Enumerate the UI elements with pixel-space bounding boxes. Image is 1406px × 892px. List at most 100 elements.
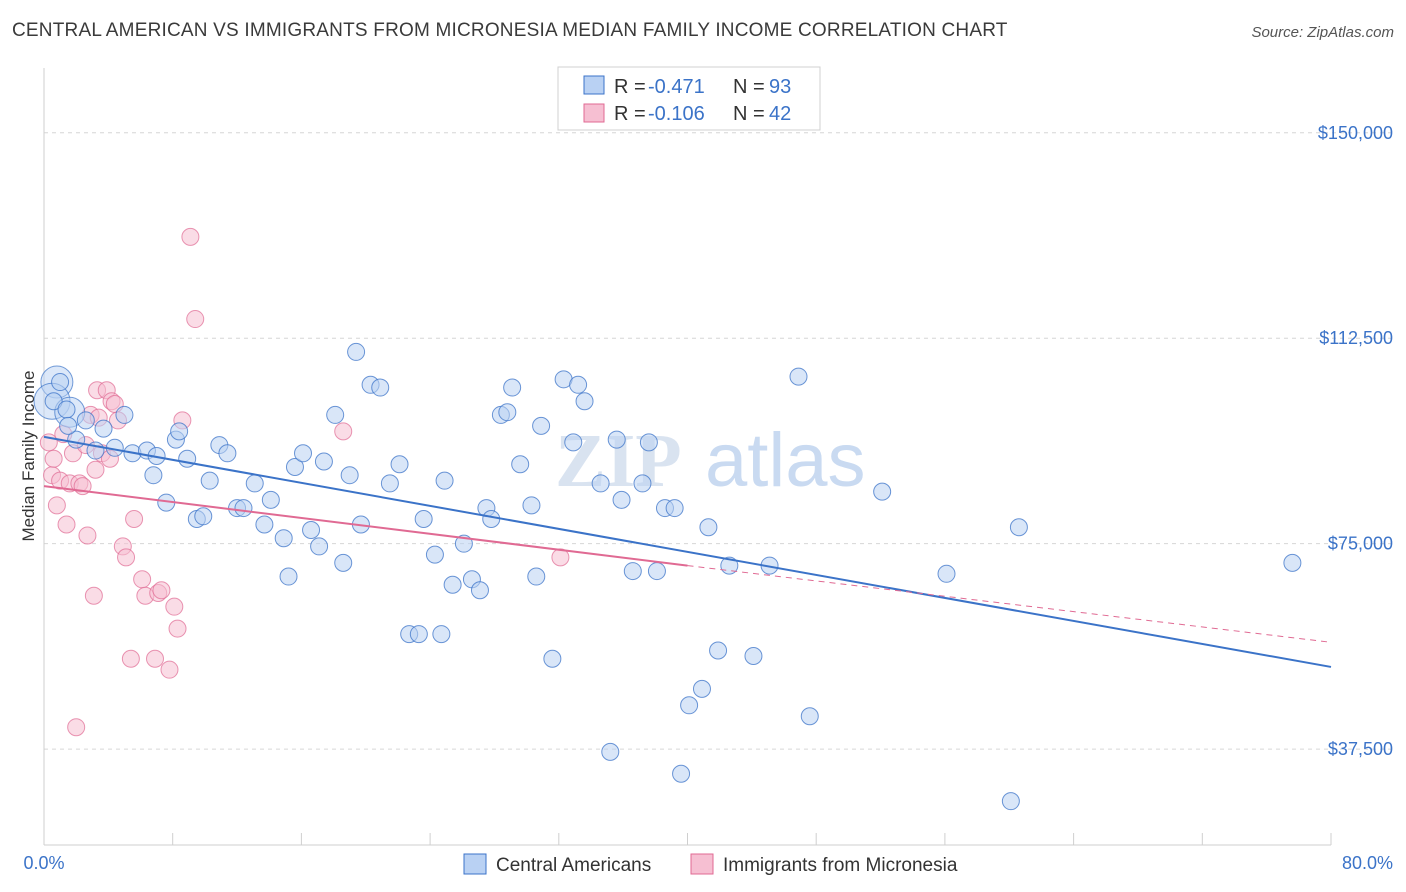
pink-point-13 xyxy=(78,526,97,545)
blue-point-42 xyxy=(390,455,409,474)
x-tick-label-max: 80.0% xyxy=(1342,853,1393,873)
blue-point-27 xyxy=(274,529,293,548)
legend-n-value-1: 93 xyxy=(769,76,791,98)
blue-point-90 xyxy=(1009,518,1028,537)
series-pink-points xyxy=(39,227,570,737)
blue-point-30 xyxy=(294,444,313,463)
gridlines xyxy=(44,132,1393,750)
pink-point-39 xyxy=(186,310,205,329)
blue-point-1 xyxy=(51,373,70,392)
blue-point-26 xyxy=(261,490,280,509)
pink-point-31 xyxy=(146,649,165,668)
blue-point-57 xyxy=(503,378,522,397)
pink-point-2 xyxy=(44,449,63,468)
source-label: Source: ZipAtlas.com xyxy=(1251,24,1394,41)
legend-swatch-micronesia xyxy=(690,853,714,875)
blue-point-77 xyxy=(672,764,691,783)
trend-line-pink-extension xyxy=(687,565,1332,643)
blue-point-78 xyxy=(680,696,699,715)
legend-n-value-2: 42 xyxy=(769,103,791,125)
blue-point-79 xyxy=(692,679,711,698)
blue-point-34 xyxy=(326,405,345,424)
blue-point-4 xyxy=(76,411,95,430)
series-legend: Central Americans Immigrants from Micron… xyxy=(463,853,958,876)
blue-point-56 xyxy=(498,403,517,422)
blue-point-47 xyxy=(432,625,451,644)
y-tick-label-3: $37,500 xyxy=(1328,739,1393,759)
legend-r-label-1: R = xyxy=(614,76,646,98)
blue-point-67 xyxy=(591,474,610,493)
blue-point-41 xyxy=(380,474,399,493)
pink-point-9 xyxy=(67,718,86,737)
pink-point-36 xyxy=(168,619,187,638)
pink-point-41 xyxy=(551,548,570,567)
pink-point-35 xyxy=(165,597,184,616)
blue-point-89 xyxy=(1001,792,1020,811)
y-axis-label: Median Family Income xyxy=(19,370,38,541)
blue-point-66 xyxy=(575,392,594,411)
blue-point-91 xyxy=(1283,553,1302,572)
blue-point-15 xyxy=(170,422,189,441)
blue-point-21 xyxy=(218,444,237,463)
blue-point-54 xyxy=(482,510,501,529)
blue-point-61 xyxy=(532,416,551,435)
blue-point-76 xyxy=(665,499,684,518)
blue-point-19 xyxy=(200,471,219,490)
blue-point-52 xyxy=(470,581,489,600)
y-tick-label-2: $75,000 xyxy=(1328,534,1393,554)
blue-point-28 xyxy=(279,567,298,586)
pink-point-6 xyxy=(57,515,76,534)
blue-point-33 xyxy=(314,452,333,471)
blue-point-37 xyxy=(347,342,366,361)
legend-r-label-2: R = xyxy=(614,103,646,125)
pink-point-28 xyxy=(125,510,144,529)
blue-point-87 xyxy=(873,482,892,501)
blue-point-70 xyxy=(612,490,631,509)
blue-point-2 xyxy=(57,400,76,419)
blue-point-69 xyxy=(607,430,626,449)
blue-point-58 xyxy=(511,455,530,474)
blue-point-23 xyxy=(234,499,253,518)
blue-point-74 xyxy=(647,562,666,581)
blue-point-45 xyxy=(414,510,433,529)
legend-r-value-2: -0.106 xyxy=(648,103,705,125)
pink-point-26 xyxy=(117,548,136,567)
trend-lines xyxy=(43,435,1332,668)
blue-point-60 xyxy=(527,567,546,586)
series-blue-points xyxy=(33,342,1302,811)
legend-series-1: Central Americans xyxy=(496,855,651,876)
trend-line-blue xyxy=(43,435,1332,668)
blue-point-68 xyxy=(601,742,620,761)
blue-point-59 xyxy=(522,496,541,515)
blue-point-6 xyxy=(94,419,113,438)
x-tick-labels: 0.0% 80.0% xyxy=(23,853,1393,873)
legend-n-label-1: N = xyxy=(733,76,765,98)
blue-point-71 xyxy=(623,562,642,581)
axes xyxy=(43,68,1332,846)
blue-point-49 xyxy=(443,575,462,594)
blue-point-40 xyxy=(371,378,390,397)
correlation-legend: R = -0.471 N = 93 R = -0.106 N = 42 xyxy=(557,66,821,131)
blue-point-25 xyxy=(255,515,274,534)
pink-point-15 xyxy=(84,586,103,605)
pink-point-16 xyxy=(86,460,105,479)
pink-point-40 xyxy=(334,422,353,441)
pink-point-38 xyxy=(181,227,200,246)
blue-point-85 xyxy=(789,367,808,386)
blue-point-44 xyxy=(409,625,428,644)
chart-title: CENTRAL AMERICAN VS IMMIGRANTS FROM MICR… xyxy=(12,20,1008,41)
blue-point-65 xyxy=(569,375,588,394)
blue-point-81 xyxy=(709,641,728,660)
blue-point-64 xyxy=(564,433,583,452)
blue-point-88 xyxy=(937,564,956,583)
x-tick-label-min: 0.0% xyxy=(23,853,64,873)
blue-point-31 xyxy=(302,520,321,539)
legend-swatch-blue xyxy=(583,75,605,95)
blue-point-86 xyxy=(800,707,819,726)
blue-point-80 xyxy=(699,518,718,537)
legend-series-2: Immigrants from Micronesia xyxy=(723,855,958,876)
pink-point-3 xyxy=(47,496,66,515)
blue-point-48 xyxy=(435,471,454,490)
watermark-atlas: atlas xyxy=(705,418,866,503)
